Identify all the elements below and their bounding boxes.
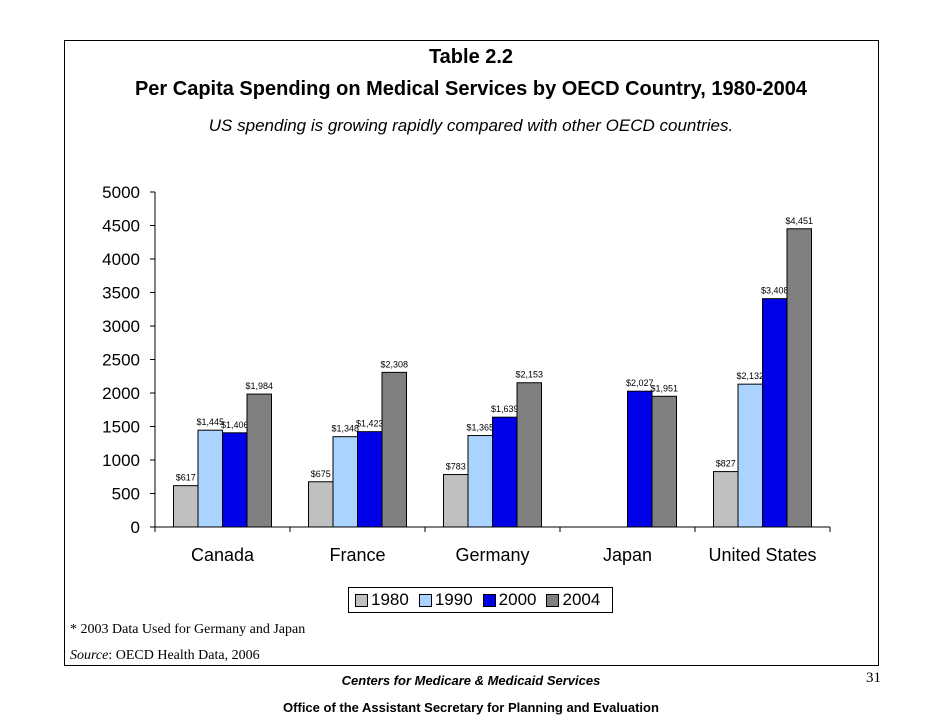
bar-2004-france bbox=[381, 371, 407, 528]
data-label: $1,445 bbox=[196, 417, 224, 427]
data-label: $1,348 bbox=[331, 424, 359, 434]
chart-title: Per Capita Spending on Medical Services … bbox=[134, 78, 808, 100]
bar-2000-france bbox=[357, 431, 383, 528]
data-label: $1,639 bbox=[491, 404, 519, 414]
data-label: $1,406 bbox=[221, 420, 249, 430]
bar-1980-france bbox=[308, 481, 334, 528]
category-label: United States bbox=[708, 545, 816, 565]
legend-swatch bbox=[546, 593, 560, 607]
y-tick-label: 2500 bbox=[102, 351, 140, 370]
data-label: $827 bbox=[716, 459, 736, 469]
source-text: : OECD Health Data, 2006 bbox=[108, 648, 260, 663]
legend-item-1980: 1980 bbox=[355, 590, 409, 610]
bar-2000-germany bbox=[492, 416, 518, 528]
bar-2000-canada bbox=[222, 432, 248, 528]
bar-1980-united-states bbox=[713, 471, 739, 528]
bar-2004-canada bbox=[246, 393, 272, 528]
legend-item-2000: 2000 bbox=[482, 590, 537, 610]
bar-1990-united-states bbox=[737, 383, 763, 528]
legend-item-1990: 1990 bbox=[418, 590, 473, 610]
legend-item-2004: 2004 bbox=[546, 590, 600, 610]
y-tick-label: 2000 bbox=[102, 384, 140, 403]
data-label: $2,308 bbox=[380, 359, 408, 369]
data-label: $3,408 bbox=[761, 286, 789, 296]
bar-2000-japan bbox=[627, 390, 653, 528]
source-note: Source: OECD Health Data, 2006 bbox=[70, 648, 260, 664]
data-label: $2,153 bbox=[515, 370, 543, 380]
category-label: Japan bbox=[603, 545, 652, 565]
chart-subtitle: US spending is growing rapidly compared … bbox=[208, 116, 734, 135]
data-label: $2,027 bbox=[626, 378, 654, 388]
data-label: $1,984 bbox=[245, 381, 273, 391]
page-number: 31 bbox=[866, 670, 881, 686]
legend-label: 2000 bbox=[498, 590, 537, 609]
source-label: Source bbox=[70, 648, 109, 663]
bar-1990-france bbox=[332, 436, 358, 528]
y-tick-label: 4500 bbox=[102, 217, 140, 236]
data-label: $617 bbox=[176, 473, 196, 483]
y-tick-label: 1000 bbox=[102, 451, 140, 470]
data-label: $4,451 bbox=[785, 216, 813, 226]
y-tick-label: 5000 bbox=[102, 183, 140, 202]
slide-frame bbox=[64, 40, 879, 666]
y-tick-label: 0 bbox=[131, 518, 140, 537]
legend-swatch bbox=[418, 593, 432, 607]
category-label: Canada bbox=[191, 545, 255, 565]
y-tick-label: 3500 bbox=[102, 284, 140, 303]
bar-2004-germany bbox=[516, 382, 542, 528]
legend-label: 2004 bbox=[562, 590, 601, 609]
bar-2004-united-states bbox=[786, 228, 812, 528]
chart-legend: 1980 1990 2000 2004 bbox=[348, 587, 614, 613]
bar-2000-united-states bbox=[762, 298, 788, 528]
category-label: France bbox=[329, 545, 385, 565]
y-tick-label: 500 bbox=[112, 485, 140, 504]
data-footnote: * 2003 Data Used for Germany and Japan bbox=[70, 622, 306, 637]
data-label: $675 bbox=[311, 469, 331, 479]
y-tick-label: 4000 bbox=[102, 250, 140, 269]
legend-swatch bbox=[355, 593, 368, 607]
data-label: $1,365 bbox=[466, 423, 494, 433]
y-tick-label: 3000 bbox=[102, 317, 140, 336]
data-label: $2,132 bbox=[736, 371, 764, 381]
legend-label: 1980 bbox=[371, 590, 409, 609]
bar-1980-germany bbox=[443, 474, 469, 528]
data-label: $1,423 bbox=[356, 419, 384, 429]
y-tick-label: 1500 bbox=[102, 418, 140, 437]
legend-swatch bbox=[482, 593, 496, 607]
table-label: Table 2.2 bbox=[428, 46, 514, 68]
bar-2004-japan bbox=[651, 395, 677, 528]
bar-1990-canada bbox=[197, 429, 223, 528]
cms-footer: Centers for Medicare & Medicaid Services bbox=[341, 673, 601, 688]
bar-1980-canada bbox=[173, 485, 199, 528]
legend-label: 1990 bbox=[434, 590, 473, 609]
data-label: $1,951 bbox=[650, 383, 678, 393]
data-label: $783 bbox=[446, 462, 466, 472]
bar-1990-germany bbox=[467, 435, 493, 528]
aspe-footer: Office of the Assistant Secretary for Pl… bbox=[283, 700, 659, 715]
category-label: Germany bbox=[455, 545, 529, 565]
